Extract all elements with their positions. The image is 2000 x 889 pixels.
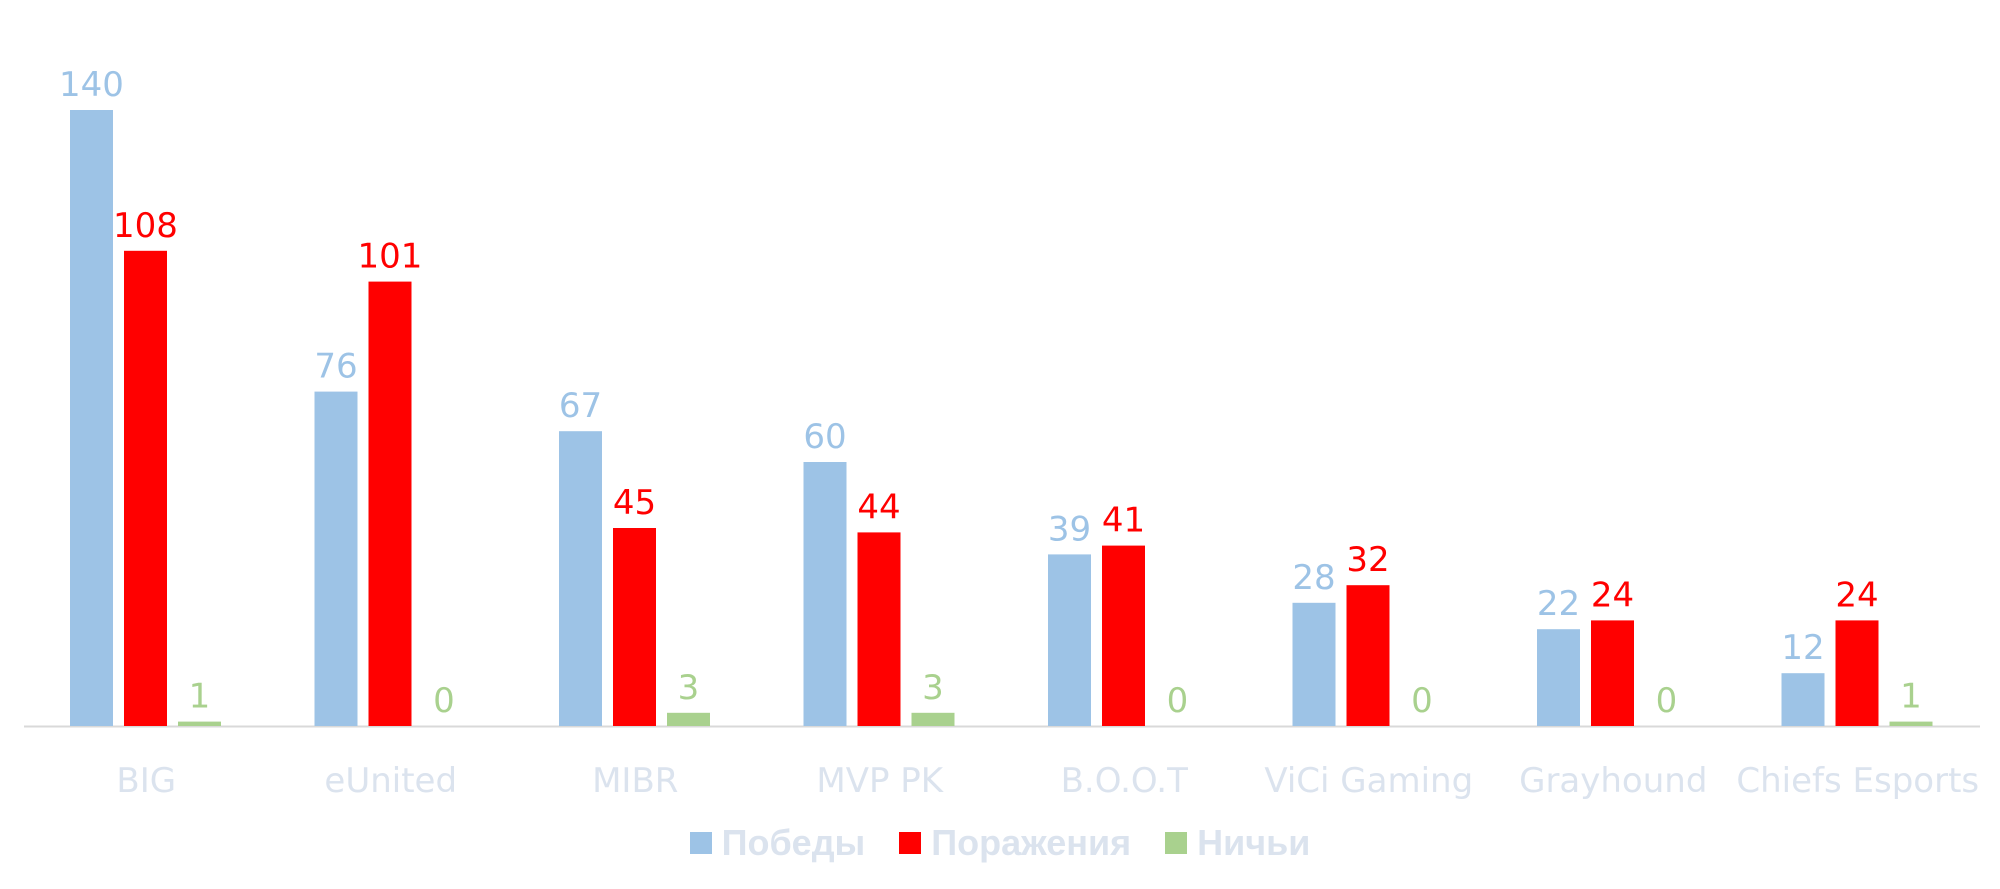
data-label-3-2: 0: [433, 681, 455, 721]
bar-1-5: [1048, 554, 1091, 726]
category-label-3: MIBR: [592, 761, 678, 801]
data-label-3-8: 1: [1900, 677, 1922, 717]
bar-2-2: [368, 281, 412, 726]
category-label-5: B.O.O.T: [1061, 761, 1189, 801]
bar-2-4: [857, 532, 901, 726]
legend-swatch-icon: [689, 832, 712, 854]
bar-2-1: [124, 250, 167, 727]
category-label-6: ViCi Gaming: [1264, 761, 1473, 801]
data-label-2-5: 41: [1102, 501, 1145, 541]
data-label-3-7: 0: [1656, 681, 1678, 721]
legend-item-2: Поражения: [899, 822, 1131, 864]
data-label-2-3: 45: [613, 483, 656, 523]
data-label-3-5: 0: [1167, 681, 1189, 721]
chart-legend: Победы Поражения Ничьи: [0, 822, 2000, 864]
bar-3-4: [911, 712, 955, 726]
data-label-1-5: 39: [1048, 509, 1091, 549]
legend-swatch-icon: [899, 832, 922, 854]
bar-1-1: [70, 110, 113, 726]
legend-label: Победы: [721, 822, 866, 863]
bar-1-2: [314, 391, 358, 726]
data-label-3-6: 0: [1411, 681, 1433, 721]
chart-plot: 140 108 1 BIG 76 101 0 eUnited 67 45 3 MIBR 60 44 3 MVP…: [24, 65, 1980, 801]
category-label-7: Grayhound: [1519, 761, 1707, 801]
data-label-3-1: 1: [189, 677, 211, 717]
data-label-1-7: 22: [1537, 584, 1580, 624]
data-label-2-6: 32: [1346, 540, 1389, 580]
data-label-2-8: 24: [1835, 575, 1878, 615]
bar-1-6: [1292, 602, 1336, 726]
data-label-3-4: 3: [922, 668, 944, 708]
bar-2-5: [1102, 545, 1145, 726]
category-label-2: eUnited: [324, 761, 457, 801]
data-label-1-6: 28: [1292, 558, 1335, 598]
bar-1-8: [1781, 673, 1825, 726]
legend-item-3: Ничьи: [1165, 822, 1310, 864]
bar-3-8: [1889, 721, 1933, 726]
category-label-8: Chiefs Esports: [1736, 761, 1979, 801]
data-label-1-2: 76: [314, 347, 357, 387]
bar-2-3: [613, 528, 656, 726]
bar-1-3: [559, 431, 602, 726]
data-label-2-7: 24: [1591, 575, 1634, 615]
bar-3-3: [667, 712, 710, 726]
legend-label: Ничьи: [1197, 822, 1311, 863]
legend-swatch-icon: [1165, 832, 1188, 854]
legend-label: Поражения: [931, 822, 1132, 863]
bar-2-8: [1835, 620, 1879, 726]
bar-2-7: [1591, 620, 1634, 726]
bar-1-4: [803, 462, 847, 726]
data-label-2-1: 108: [113, 206, 178, 246]
bar-2-6: [1346, 585, 1390, 726]
category-label-1: BIG: [116, 761, 176, 801]
data-label-1-3: 67: [559, 386, 602, 426]
data-label-1-4: 60: [803, 417, 846, 457]
legend-item-1: Победы: [689, 822, 866, 864]
data-label-1-8: 12: [1781, 628, 1824, 668]
bar-1-7: [1537, 629, 1580, 726]
data-label-2-2: 101: [358, 237, 423, 277]
category-label-4: MVP PK: [816, 761, 944, 801]
data-label-2-4: 44: [857, 487, 900, 527]
data-label-1-1: 140: [59, 65, 124, 105]
data-label-3-3: 3: [678, 668, 700, 708]
bar-3-1: [178, 721, 221, 726]
